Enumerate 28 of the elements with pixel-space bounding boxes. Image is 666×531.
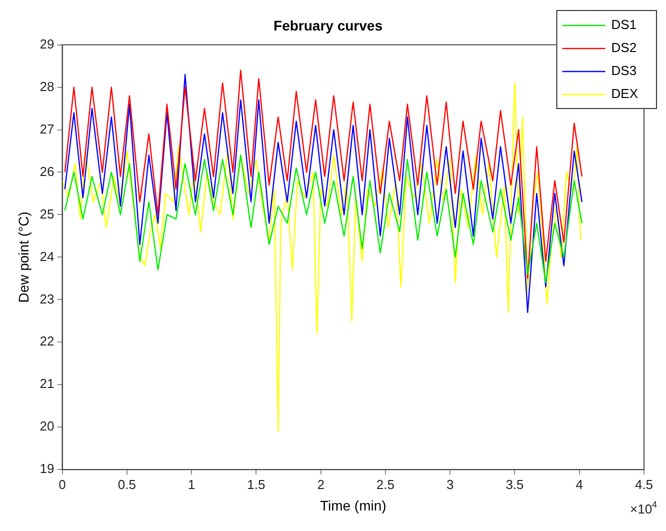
x-tick-label: 3 [446,476,454,492]
y-tick-label: 24 [40,248,54,264]
x-tick-label: 2 [317,476,324,492]
x-tick-label: 2.5 [376,476,394,492]
y-tick-label: 19 [40,461,54,476]
x-tick-label: 0 [58,476,66,492]
legend-label: DEX [611,86,638,102]
x-axis-title: Time (min) [320,497,386,514]
y-tick-label: 23 [40,291,54,306]
legend-label: DS3 [611,63,637,78]
x-tick-label: 4 [576,476,583,492]
y-tick-label: 25 [40,206,54,222]
x-tick-label: 1 [188,476,196,492]
x-tick-label: 1.5 [247,476,266,492]
y-tick-label: 20 [40,418,54,434]
y-tick-label: 21 [40,376,54,392]
y-tick-label: 26 [40,164,54,179]
y-tick-label: 22 [40,334,54,349]
y-axis-title: Dew point (°C) [15,212,32,303]
y-tick-label: 29 [40,36,54,52]
x-tick-label: 4.5 [634,476,654,492]
legend-label: DS2 [611,40,637,56]
chart-title: February curves [274,17,383,34]
x-tick-label: 3.5 [506,476,524,492]
y-tick-label: 27 [40,121,54,136]
x-tick-label: 0.5 [118,476,136,492]
y-tick-label: 28 [40,78,54,94]
legend-label: DS1 [611,17,637,32]
